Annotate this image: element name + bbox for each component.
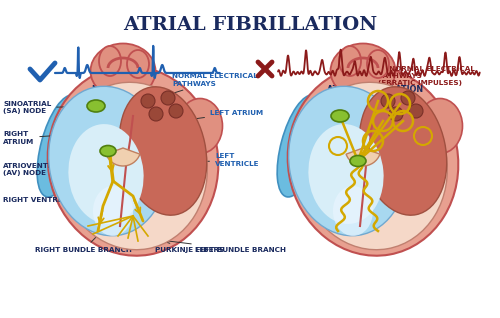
Text: ABNORMAL ELECTRICAL
PATHWAYS
(ERRATIC IMPULSES): ABNORMAL ELECTRICAL PATHWAYS (ERRATIC IM… — [378, 66, 475, 96]
Circle shape — [409, 104, 423, 118]
Text: SINOATRIAL
(SA) NODE: SINOATRIAL (SA) NODE — [3, 101, 95, 114]
Text: LEFT BUNDLE BRANCH: LEFT BUNDLE BRANCH — [163, 240, 286, 253]
Ellipse shape — [90, 44, 156, 99]
Circle shape — [161, 91, 175, 105]
Ellipse shape — [331, 110, 349, 122]
Wedge shape — [346, 148, 380, 166]
Ellipse shape — [93, 186, 133, 236]
Ellipse shape — [308, 124, 384, 224]
Ellipse shape — [120, 87, 206, 215]
Text: PURKINJE FIBERS: PURKINJE FIBERS — [150, 237, 224, 253]
Circle shape — [149, 107, 163, 121]
Text: ATRIOVENTRICULAR
(AV) NODE: ATRIOVENTRICULAR (AV) NODE — [3, 159, 98, 176]
Wedge shape — [106, 148, 140, 166]
Text: LEFT
VENTRICLE: LEFT VENTRICLE — [173, 154, 260, 167]
Text: NORMAL ELECTRICAL
PATHWAYS: NORMAL ELECTRICAL PATHWAYS — [160, 73, 258, 97]
Ellipse shape — [339, 46, 361, 76]
Circle shape — [381, 94, 395, 108]
Ellipse shape — [87, 100, 105, 112]
Ellipse shape — [37, 95, 83, 197]
Ellipse shape — [360, 87, 446, 215]
Ellipse shape — [99, 46, 121, 76]
Ellipse shape — [333, 186, 373, 236]
Ellipse shape — [418, 99, 463, 154]
Ellipse shape — [277, 95, 323, 197]
Circle shape — [169, 104, 183, 118]
Text: LEFT ATRIUM: LEFT ATRIUM — [168, 110, 263, 123]
Ellipse shape — [100, 146, 116, 156]
Ellipse shape — [178, 99, 222, 154]
Ellipse shape — [48, 66, 218, 256]
Circle shape — [141, 94, 155, 108]
Ellipse shape — [367, 50, 389, 78]
Ellipse shape — [298, 82, 448, 250]
Ellipse shape — [288, 86, 408, 236]
Circle shape — [389, 107, 403, 121]
Ellipse shape — [48, 86, 168, 236]
Ellipse shape — [58, 82, 208, 250]
Ellipse shape — [350, 156, 366, 167]
Ellipse shape — [127, 50, 149, 78]
Text: ATRIAL FIBRILLATION: ATRIAL FIBRILLATION — [123, 16, 377, 34]
Ellipse shape — [68, 124, 144, 224]
Circle shape — [401, 91, 415, 105]
Text: RIGHT
ATRIUM: RIGHT ATRIUM — [3, 132, 92, 144]
Ellipse shape — [330, 44, 396, 99]
Text: RIGHT BUNDLE BRANCH: RIGHT BUNDLE BRANCH — [35, 235, 132, 253]
Ellipse shape — [288, 66, 458, 256]
Text: ATRIAL FIBRILLATION: ATRIAL FIBRILLATION — [327, 85, 423, 94]
Text: NORMAL ECG: NORMAL ECG — [92, 85, 152, 94]
Text: RIGHT VENTRICLE: RIGHT VENTRICLE — [3, 189, 87, 203]
